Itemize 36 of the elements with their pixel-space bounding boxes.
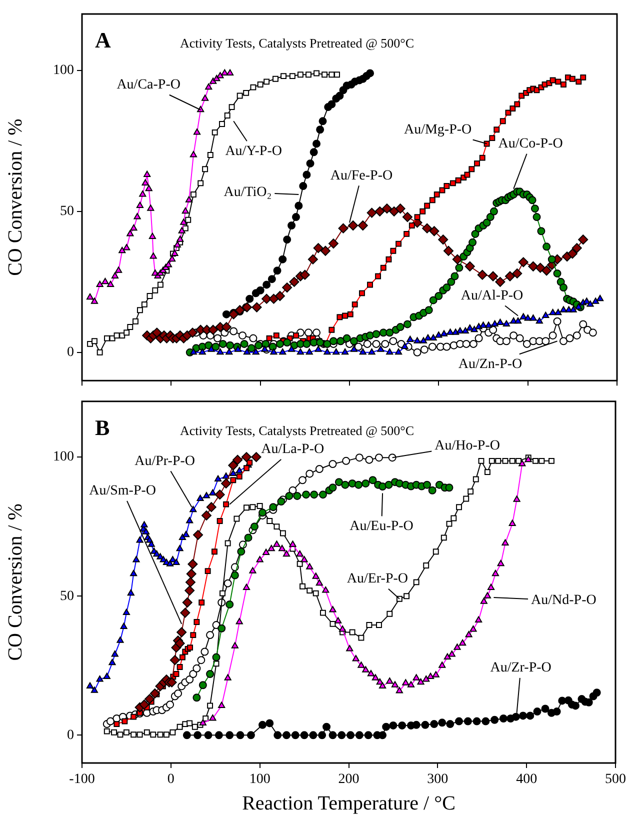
annotation: Au/La-P-O: [261, 442, 324, 457]
x-tick-label: 400: [516, 772, 538, 788]
x-tick-label: 0: [167, 772, 174, 788]
annotation: Au/Er-P-O: [346, 572, 408, 587]
annotation: Au/Pr-P-O: [134, 454, 196, 469]
annotation: Au/Sm-P-O: [89, 484, 156, 499]
annotation: Au/Y-P-O: [225, 144, 282, 159]
annotation: Au/Ca-P-O: [116, 78, 180, 93]
annotation: Au/Co-P-O: [498, 136, 563, 152]
x-tick-label: 200: [338, 772, 360, 788]
annotation: Au/Ho-P-O: [434, 438, 500, 454]
x-tick-label: 500: [605, 772, 626, 788]
text: Activity Tests, Catalysts Pretreated @ 500°C: [180, 35, 414, 50]
annotation: Au/Mg-P-O: [404, 122, 472, 138]
x-tick-label: 100: [249, 772, 270, 788]
y-tick-label: 100: [53, 63, 74, 78]
annotation: Au/Zn-P-O: [458, 356, 522, 372]
text: Activity Tests, Catalysts Pretreated @ 500°C: [180, 422, 414, 438]
y-axis-title: CO Conversion / %: [4, 504, 26, 661]
y-tick-label: 0: [67, 345, 74, 360]
x-tick-label: -100: [69, 772, 95, 788]
annotation: Au/Al-P-O: [460, 288, 524, 304]
x-axis-title: Reaction Temperature / °C: [242, 792, 456, 814]
annotation: Au/Eu-P-O: [350, 518, 414, 534]
annotation: Au/TiO₂: [224, 185, 272, 200]
y-tick-label: 100: [53, 450, 74, 465]
annotation: Au/Zr-P-O: [490, 660, 552, 676]
text: A: [95, 28, 111, 53]
y-tick-label: 50: [60, 588, 74, 604]
annotation: Au/Nd-P-O: [531, 593, 596, 608]
y-tick-label: 50: [60, 204, 74, 220]
text: B: [95, 415, 110, 440]
x-tick-label: 300: [427, 772, 448, 788]
annotation: Au/Fe-P-O: [330, 168, 393, 184]
y-tick-label: 0: [67, 728, 74, 743]
y-axis-title: CO Conversion / %: [4, 118, 26, 276]
